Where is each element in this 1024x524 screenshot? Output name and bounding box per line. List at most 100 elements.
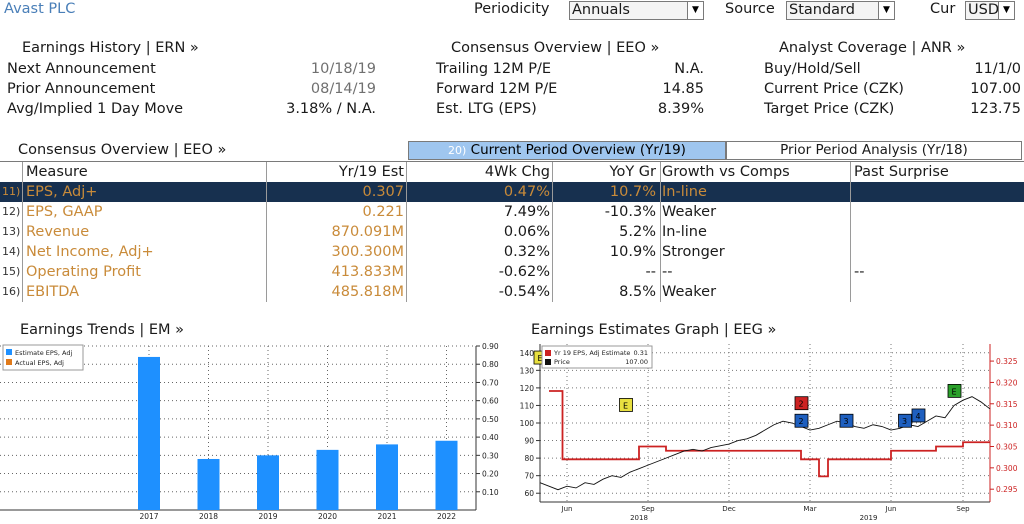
estimate-cell: 300.300M [331,244,404,260]
growth-vs-comps-cell: In-line [662,184,707,200]
row-number: 11) [2,185,21,198]
marker-box [947,384,962,398]
analyst-coverage-header[interactable]: Analyst Coverage | ANR » [779,40,966,56]
col-4wk-chg[interactable]: 4Wk Chg [484,164,550,180]
bar-2018 [197,458,220,510]
event-marker: 4 [911,408,926,423]
four-week-change-cell: -0.62% [498,264,550,280]
col-past-surprise[interactable]: Past Surprise [854,164,949,180]
growth-vs-comps-cell: Stronger [662,244,725,260]
chevron-down-icon[interactable]: ▼ [878,2,894,19]
y-tick-label: 0.80 [482,360,499,369]
marker-label: 2 [798,400,803,409]
marker-label: E [951,387,956,396]
y-tick-label: 0.40 [482,433,499,442]
earnings-trends-chart: 0.10 0.20 0.30 0.40 0.50 0.60 0.70 0.80 0.90 2017… [0,342,499,521]
forward-pe-value: 14.85 [662,81,704,97]
periodicity-select[interactable]: Annuals ▼ [569,1,704,20]
estimate-cell: 485.818M [331,284,404,300]
marker-label: 2 [798,417,803,426]
marker-box [898,413,912,428]
chevron-down-icon[interactable]: ▼ [998,2,1014,19]
past-surprise-cell [854,242,1022,262]
x-tick-label: 2017 [139,512,158,521]
table-row[interactable]: 16) EBITDA 485.818M -0.54% 8.5% Weaker [0,282,1024,302]
estimate-cell: 413.833M [331,264,404,280]
periodicity-value: Annuals [572,2,630,18]
consensus-table-header[interactable]: Consensus Overview | EEO » [18,142,227,158]
table-row[interactable]: 11) EPS, Adj+ 0.307 0.47% 10.7% In-line [0,182,1024,202]
source-select[interactable]: Standard ▼ [786,1,895,20]
x-month-label: Sep [641,505,655,513]
growth-vs-comps-cell: Weaker [662,204,717,220]
target-price-label: Target Price (CZK) [764,101,895,117]
bar-2022 [435,440,458,510]
legend-label: Yr 19 EPS, Adj Estimate [553,349,630,357]
table-row[interactable]: 12) EPS, GAAP 0.221 7.49% -10.3% Weaker [0,202,1024,222]
next-announcement-value: 10/18/19 [310,61,376,77]
earnings-history-header[interactable]: Earnings History | ERN » [22,40,199,56]
table-row[interactable]: 15) Operating Profit 413.833M -0.62% -- -- -- [0,262,1024,282]
legend-swatch [545,350,551,356]
past-surprise-cell [854,282,1022,302]
tab-current-period[interactable]: 20) Current Period Overview (Yr/19) [408,141,726,160]
row-number: 16) [2,285,21,298]
tab-prior-label: Prior Period Analysis (Yr/18) [780,142,968,158]
legend-box [541,345,653,369]
legend-swatch [6,359,12,365]
x-year-label: 2018 [630,514,648,522]
bar-2020 [316,449,339,510]
table-row[interactable]: 13) Revenue 870.091M 0.06% 5.2% In-line [0,222,1024,242]
left-tick-label: 80 [524,454,534,463]
row-number: 12) [2,205,21,218]
legend-label: Estimate EPS, Adj [15,349,73,357]
chevron-down-icon[interactable]: ▼ [687,2,703,19]
marker-box [619,398,633,412]
row-number: 14) [2,245,21,258]
x-month-label: Dec [722,505,736,513]
buy-hold-sell-value: 11/1/0 [974,61,1021,77]
source-value: Standard [789,2,855,18]
x-tick-label: 2020 [318,512,337,521]
bar-2017 [138,356,160,510]
legend-box [2,344,84,371]
left-tick-label: 140 [520,349,535,358]
past-surprise-cell: -- [854,264,865,280]
bar-2021 [376,444,398,510]
estimate-cell: 0.221 [362,204,404,220]
x-month-label: Mar [803,505,816,513]
measure-cell: EPS, GAAP [26,204,103,220]
prior-announcement-value: 08/14/19 [310,81,376,97]
measure-cell: Revenue [26,224,90,240]
col-est[interactable]: Yr/19 Est [338,164,404,180]
estimate-cell: 870.091M [331,224,404,240]
currency-select[interactable]: USD ▼ [965,1,1015,20]
marker-label: E [623,401,628,410]
avg-move-label: Avg/Implied 1 Day Move [7,101,184,117]
x-month-label: Sep [956,505,970,513]
est-ltg-value: 8.39% [657,101,704,117]
est-ltg-label: Est. LTG (EPS) [436,101,537,117]
tab-prior-period[interactable]: Prior Period Analysis (Yr/18) [726,141,1022,160]
measure-cell: EPS, Adj+ [26,184,98,200]
periodicity-label: Periodicity [474,1,550,17]
measure-cell: Operating Profit [26,264,141,280]
security-title: Avast PLC [4,1,76,17]
legend-value: 0.31 [634,349,648,357]
table-row[interactable]: 14) Net Income, Adj+ 300.300M 0.32% 10.9% Str… [0,242,1024,262]
earnings-trends-header[interactable]: Earnings Trends | EM » [20,322,185,338]
growth-vs-comps-cell: -- [662,264,673,280]
left-tick-label: 120 [520,384,535,393]
earnings-estimates-header[interactable]: Earnings Estimates Graph | EEG » [531,322,777,338]
target-price-value: 123.75 [970,101,1021,117]
col-yoy-gr[interactable]: YoY Gr [609,164,656,180]
event-marker: 2 [794,396,809,411]
consensus-overview-header[interactable]: Consensus Overview | EEO » [451,40,660,56]
legend-label: Price [554,358,570,366]
marker-label: 3 [843,417,848,426]
yoy-growth-cell: 5.2% [619,224,656,240]
y-tick-label: 0.60 [482,397,499,406]
col-measure[interactable]: Measure [26,164,88,180]
col-growth-vs-comps[interactable]: Growth vs Comps [662,164,790,180]
buy-hold-sell-label: Buy/Hold/Sell [764,61,861,77]
